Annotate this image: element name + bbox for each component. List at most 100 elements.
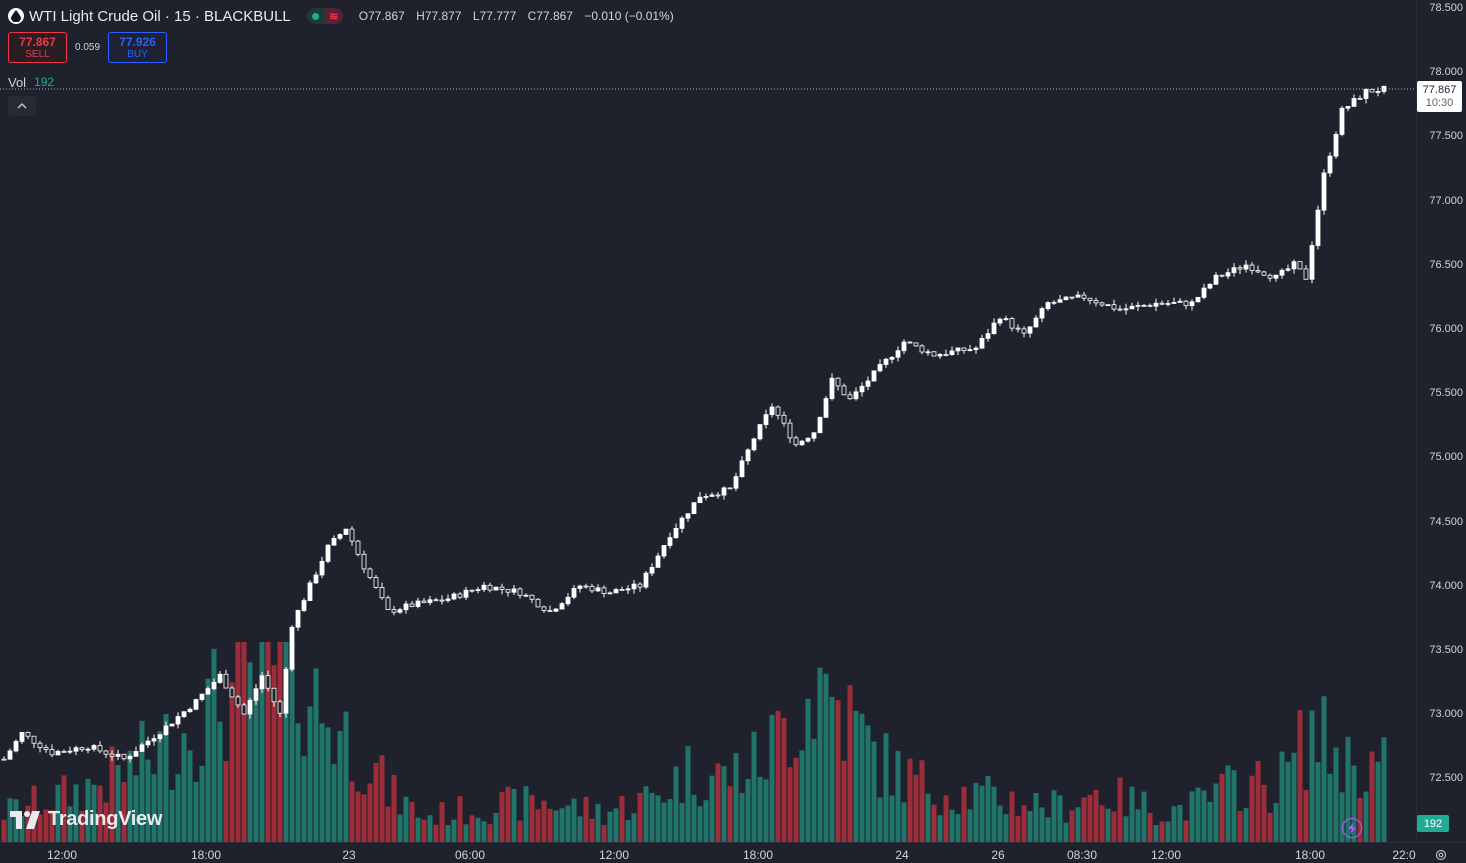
volume-bar xyxy=(613,808,619,842)
candle xyxy=(307,580,313,601)
volume-bar xyxy=(1195,787,1201,842)
volume-bar xyxy=(217,721,223,842)
lightning-button[interactable] xyxy=(1342,818,1362,838)
candle xyxy=(415,597,421,609)
candle xyxy=(1033,315,1039,328)
volume-bar xyxy=(709,775,715,842)
volume-bar xyxy=(1249,775,1255,842)
symbol-title[interactable]: WTI Light Crude Oil · 15 · BLACKBULL xyxy=(29,7,291,25)
volume-bar xyxy=(529,794,535,842)
candle xyxy=(961,347,967,354)
candle xyxy=(1081,291,1087,302)
price-scale[interactable]: 78.500 78.000 77.500 77.000 76.500 76.000 75.5… xyxy=(1416,0,1466,842)
volume-bar xyxy=(55,784,61,842)
candle xyxy=(1291,259,1297,274)
candle xyxy=(877,359,883,373)
market-status-pill[interactable]: ≋ xyxy=(306,8,343,24)
candle xyxy=(973,346,979,354)
buy-button[interactable]: 77.926 BUY xyxy=(108,32,167,63)
collapse-legend-button[interactable] xyxy=(8,96,36,116)
candle xyxy=(277,699,283,718)
volume-bar xyxy=(679,802,685,842)
price-candles xyxy=(1,85,1387,763)
volume-bar xyxy=(1141,791,1147,842)
sell-button[interactable]: 77.867 SELL xyxy=(8,32,67,63)
volume-bar xyxy=(1345,736,1351,842)
volume-bar xyxy=(481,821,487,842)
candle xyxy=(1129,302,1135,310)
candle xyxy=(289,625,295,672)
time-tick-label: 18:00 xyxy=(742,848,774,862)
volume-bar xyxy=(523,786,529,842)
candle xyxy=(1009,317,1015,332)
volume-bar xyxy=(577,816,583,842)
volume-bar xyxy=(1153,825,1159,842)
volume-bar xyxy=(1243,808,1249,842)
volume-bar xyxy=(517,820,523,842)
volume-bar xyxy=(499,791,505,842)
candle xyxy=(1093,297,1099,307)
time-tick-label: 26 xyxy=(991,848,1005,862)
volume-legend[interactable]: Vol 192 xyxy=(8,75,54,90)
candle xyxy=(769,403,775,418)
candle xyxy=(1051,300,1057,305)
volume-bar xyxy=(1027,810,1033,842)
candle xyxy=(457,592,463,600)
volume-bar xyxy=(1333,747,1339,842)
candle xyxy=(247,697,253,719)
time-axis[interactable]: 12:00 18:00 23 06:00 12:00 18:00 24 26 08:30 12:0… xyxy=(0,842,1466,863)
candle xyxy=(895,346,901,362)
volume-bar xyxy=(49,810,55,842)
candle xyxy=(1201,283,1207,300)
symbol-legend[interactable]: WTI Light Crude Oil · 15 · BLACKBULL ≋ O… xyxy=(8,6,682,26)
candle xyxy=(607,591,613,595)
candle xyxy=(283,666,289,718)
volume-bar xyxy=(139,720,145,842)
candle xyxy=(493,586,499,591)
volume-bar xyxy=(1213,783,1219,842)
volume-bar xyxy=(1297,710,1303,842)
volume-bar xyxy=(1069,810,1075,842)
candle xyxy=(937,353,943,360)
volume-bar xyxy=(457,796,463,842)
candle xyxy=(997,317,1003,327)
candle xyxy=(847,391,853,400)
price-tick-label: 78.500 xyxy=(1429,2,1463,14)
gear-icon[interactable] xyxy=(1434,848,1448,862)
volume-bar xyxy=(1231,770,1237,842)
candle xyxy=(1159,300,1165,306)
candle xyxy=(685,513,691,523)
candle xyxy=(949,346,955,356)
time-tick-label: 06:00 xyxy=(454,848,486,862)
candle xyxy=(343,528,349,535)
candle xyxy=(1099,301,1105,307)
candle xyxy=(865,376,871,391)
low-value: L77.777 xyxy=(472,9,517,23)
candle xyxy=(373,575,379,589)
candle xyxy=(1357,95,1363,100)
buy-price: 77.926 xyxy=(119,35,156,49)
volume-bar xyxy=(823,673,829,842)
time-tick-label: 24 xyxy=(895,848,909,862)
volume-bar xyxy=(739,793,745,842)
candle xyxy=(151,734,157,746)
tradingview-logo[interactable]: TradingView xyxy=(10,808,162,831)
volume-bar xyxy=(109,746,115,842)
volume-bar xyxy=(877,797,883,842)
candle xyxy=(397,607,403,614)
volume-bar xyxy=(265,642,271,842)
volume-bar xyxy=(961,786,967,842)
candle xyxy=(1333,131,1339,159)
candle xyxy=(355,539,361,557)
candlestick-chart[interactable] xyxy=(0,0,1416,842)
candle xyxy=(991,318,997,335)
candle xyxy=(1015,324,1021,333)
volume-bar xyxy=(1105,808,1111,842)
lightning-icon xyxy=(1348,822,1356,834)
volume-bar xyxy=(745,778,751,842)
candle xyxy=(427,595,433,606)
candle xyxy=(1243,260,1249,273)
volume-bar xyxy=(133,775,139,842)
volume-bar xyxy=(193,781,199,842)
candle xyxy=(1273,274,1279,282)
